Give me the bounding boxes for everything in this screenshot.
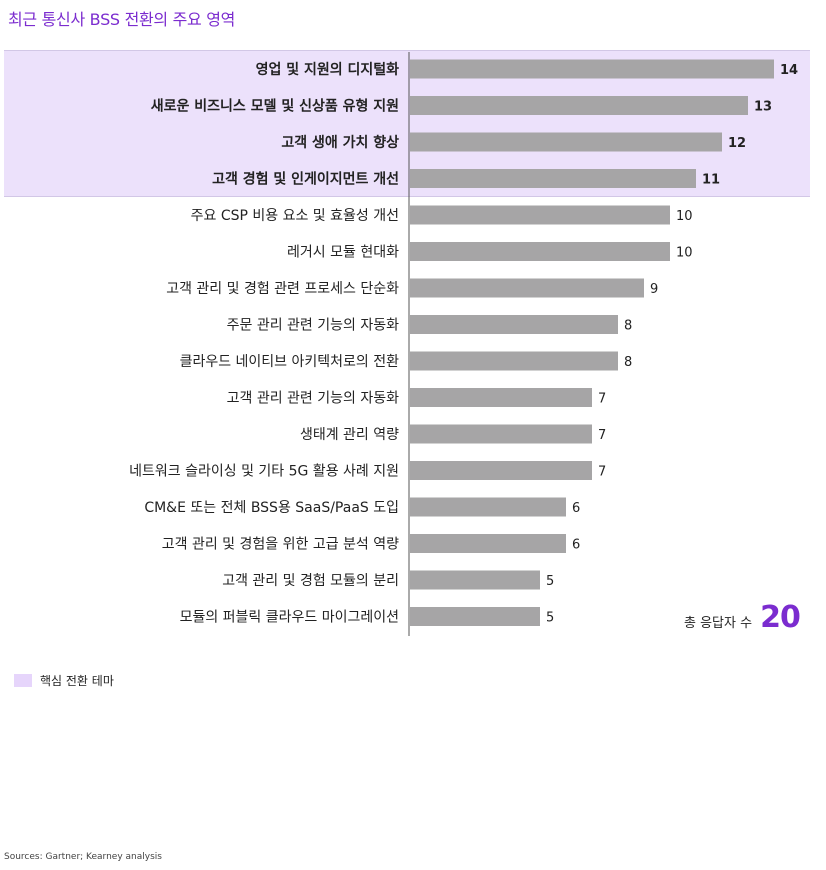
category-label: 생태계 관리 역량 [300,427,399,443]
value-label: 7 [598,392,606,407]
bar [410,278,644,298]
category-label: 레거시 모듈 현대화 [287,245,399,261]
category-label: 고객 관리 관련 기능의 자동화 [227,391,399,407]
bar [410,497,566,517]
value-label: 14 [780,63,798,78]
bar [410,461,592,480]
value-label: 5 [546,574,554,589]
value-label: 13 [754,100,772,115]
category-label: 고객 관리 및 경험 관련 프로세스 단순화 [166,281,399,297]
bar [410,96,748,115]
category-label: CM&E 또는 전체 BSS용 SaaS/PaaS 도입 [144,500,399,516]
category-label: 모듈의 퍼블릭 클라우드 마이그레이션 [180,610,399,626]
bar [410,169,696,188]
legend-swatch [14,674,32,687]
bar-chart: 영업 및 지원의 디지털화 14 새로운 비즈니스 모델 및 신상품 유형 지원 13… [129,52,798,636]
value-label: 10 [676,246,693,261]
category-label: 클라우드 네이티브 아키텍처로의 전환 [180,354,400,370]
bar [410,607,540,626]
bar [410,59,774,79]
legend-label: 핵심 전환 테마 [40,674,114,688]
bar [410,534,566,553]
category-label: 주문 관리 관련 기능의 자동화 [227,318,399,334]
value-label: 9 [650,282,658,297]
category-label: 주요 CSP 비용 요소 및 효율성 개선 [191,208,399,224]
bar [410,424,592,444]
bar [410,570,540,590]
value-label: 7 [598,428,606,443]
value-label: 12 [728,136,746,151]
category-label: 영업 및 지원의 디지털화 [256,61,400,78]
value-label: 8 [624,319,632,334]
bar [410,205,670,225]
total-respondents: 총 응답자 수 20 [684,600,801,635]
source-note: Sources: Gartner; Kearney analysis [4,852,162,862]
total-respondents-value: 20 [760,600,801,635]
total-respondents-label: 총 응답자 수 [684,616,753,631]
value-label: 11 [702,173,720,188]
highlight-bottom-rule [4,196,810,197]
bar [410,351,618,371]
category-label: 새로운 비즈니스 모델 및 신상품 유형 지원 [151,98,399,115]
category-label: 고객 관리 및 경험 모듈의 분리 [222,573,399,589]
chart-title: 최근 통신사 BSS 전환의 주요 영역 [8,10,236,29]
value-label: 10 [676,209,693,224]
category-label: 네트워크 슬라이싱 및 기타 5G 활용 사례 지원 [129,464,399,480]
value-label: 8 [624,355,632,370]
highlight-top-rule [4,50,810,51]
bar [410,388,592,407]
value-label: 7 [598,465,606,480]
bar [410,242,670,261]
value-label: 5 [546,611,554,626]
bar [410,315,618,334]
category-label: 고객 생애 가치 향상 [281,134,399,151]
category-label: 고객 경험 및 인게이지먼트 개선 [212,171,399,188]
value-label: 6 [572,501,580,516]
value-label: 6 [572,538,580,553]
category-label: 고객 관리 및 경험을 위한 고급 분석 역량 [162,537,399,553]
legend: 핵심 전환 테마 [14,672,114,689]
bar [410,132,722,152]
